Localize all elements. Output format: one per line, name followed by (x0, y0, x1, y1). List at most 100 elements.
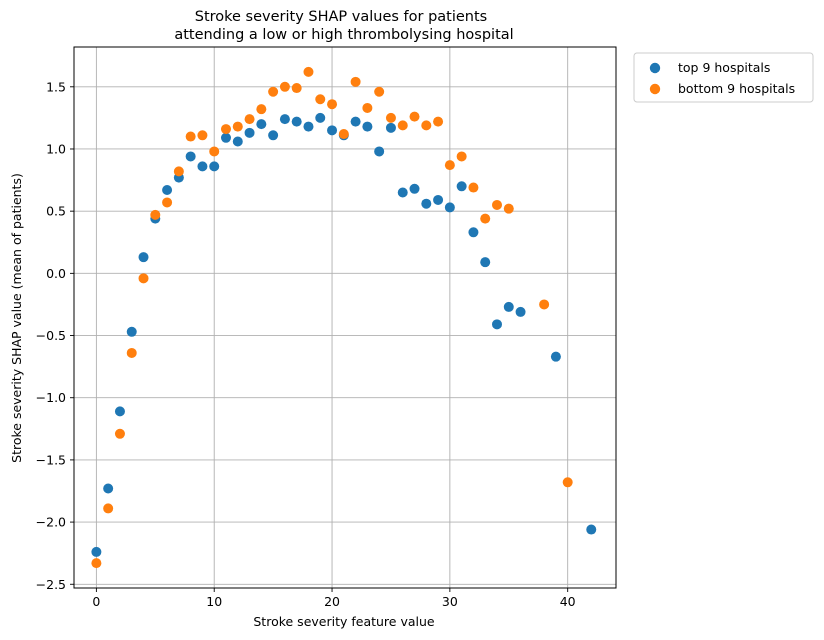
data-points (91, 66, 597, 569)
chart-title-line-1: Stroke severity SHAP values for patients (195, 9, 488, 25)
data-point-top-9 (480, 257, 491, 268)
legend-marker-top-9 (649, 62, 661, 74)
y-tick-label: 0.0 (46, 266, 66, 281)
legend-marker-bottom-9 (649, 83, 661, 95)
x-tick-label: 0 (92, 594, 100, 609)
data-point-bottom-9 (327, 99, 338, 110)
data-point-bottom-9 (362, 102, 373, 113)
data-point-bottom-9 (185, 131, 196, 142)
x-tick-label: 20 (324, 594, 340, 609)
data-point-top-9 (433, 194, 444, 205)
data-point-top-9 (515, 306, 526, 317)
data-point-bottom-9 (397, 120, 408, 131)
data-point-bottom-9 (350, 76, 361, 87)
y-tick-label: −0.5 (36, 328, 66, 343)
data-point-bottom-9 (456, 151, 467, 162)
data-point-top-9 (444, 202, 455, 213)
data-point-bottom-9 (138, 273, 149, 284)
data-point-bottom-9 (162, 197, 173, 208)
data-point-bottom-9 (173, 166, 184, 177)
data-point-top-9 (126, 326, 137, 337)
data-point-top-9 (220, 132, 231, 143)
data-point-top-9 (268, 130, 279, 141)
data-point-bottom-9 (444, 160, 455, 171)
data-point-bottom-9 (150, 209, 161, 220)
data-point-top-9 (586, 524, 597, 535)
grid (74, 47, 616, 588)
legend-box (633, 52, 814, 103)
x-tick-label: 10 (206, 594, 222, 609)
x-axis-label: Stroke severity feature value (253, 614, 435, 629)
data-point-bottom-9 (114, 428, 125, 439)
data-point-top-9 (197, 161, 208, 172)
chart-title-line-2: attending a low or high thrombolysing ho… (174, 27, 513, 43)
legend: top 9 hospitals bottom 9 hospitals (633, 52, 814, 103)
data-point-top-9 (291, 116, 302, 127)
data-point-bottom-9 (374, 86, 385, 97)
data-point-bottom-9 (315, 94, 326, 105)
data-point-bottom-9 (126, 347, 137, 358)
data-point-bottom-9 (232, 121, 243, 132)
data-point-bottom-9 (303, 66, 314, 77)
data-point-top-9 (279, 114, 290, 125)
data-point-top-9 (185, 151, 196, 162)
data-point-bottom-9 (197, 130, 208, 141)
y-tick-label: −1.0 (36, 390, 66, 405)
data-point-bottom-9 (279, 81, 290, 92)
data-point-top-9 (421, 198, 432, 209)
legend-label-top-9: top 9 hospitals (678, 60, 770, 75)
axis-ticks: 0 10 20 30 40 −2.5 −2.0 −1.5 −1.0 −0.5 0.0 0.5 1.0 1.… (36, 79, 576, 609)
y-tick-label: −2.0 (36, 515, 66, 530)
data-point-top-9 (468, 227, 479, 238)
data-point-bottom-9 (385, 112, 396, 123)
data-point-top-9 (491, 319, 502, 330)
data-point-bottom-9 (421, 120, 432, 131)
data-point-bottom-9 (256, 104, 267, 115)
y-tick-label: 1.0 (46, 141, 66, 156)
data-point-bottom-9 (291, 83, 302, 94)
data-point-bottom-9 (91, 558, 102, 569)
data-point-top-9 (456, 181, 467, 192)
data-point-bottom-9 (268, 86, 279, 97)
y-tick-label: 0.5 (46, 204, 66, 219)
data-point-top-9 (374, 146, 385, 157)
data-point-top-9 (327, 125, 338, 136)
data-point-top-9 (244, 127, 255, 138)
data-point-bottom-9 (103, 503, 114, 514)
y-axis-label: Stroke severity SHAP value (mean of pati… (9, 173, 24, 463)
data-point-bottom-9 (480, 213, 491, 224)
y-tick-label: −1.5 (36, 452, 66, 467)
plot-frame (73, 46, 617, 589)
data-point-bottom-9 (338, 129, 349, 140)
x-tick-label: 30 (442, 594, 458, 609)
data-point-bottom-9 (503, 203, 514, 214)
x-tick-label: 40 (560, 594, 576, 609)
data-point-top-9 (409, 183, 420, 194)
data-point-top-9 (350, 116, 361, 127)
data-point-bottom-9 (491, 199, 502, 210)
data-point-top-9 (209, 161, 220, 172)
data-point-top-9 (315, 112, 326, 123)
data-point-bottom-9 (209, 146, 220, 157)
y-tick-label: 1.5 (46, 79, 66, 94)
data-point-bottom-9 (562, 477, 573, 488)
y-tick-label: −2.5 (36, 577, 66, 592)
data-point-top-9 (362, 121, 373, 132)
data-point-bottom-9 (433, 116, 444, 127)
data-point-top-9 (397, 187, 408, 198)
data-point-top-9 (256, 119, 267, 130)
data-point-top-9 (232, 136, 243, 147)
data-point-top-9 (503, 301, 514, 312)
data-point-bottom-9 (468, 182, 479, 193)
data-point-top-9 (138, 252, 149, 263)
data-point-bottom-9 (409, 111, 420, 122)
data-point-top-9 (303, 121, 314, 132)
data-point-top-9 (385, 122, 396, 133)
legend-label-bottom-9: bottom 9 hospitals (678, 81, 795, 96)
data-point-top-9 (91, 546, 102, 557)
data-point-bottom-9 (539, 299, 550, 310)
data-point-bottom-9 (220, 124, 231, 135)
data-point-top-9 (114, 406, 125, 417)
data-point-top-9 (103, 483, 114, 494)
